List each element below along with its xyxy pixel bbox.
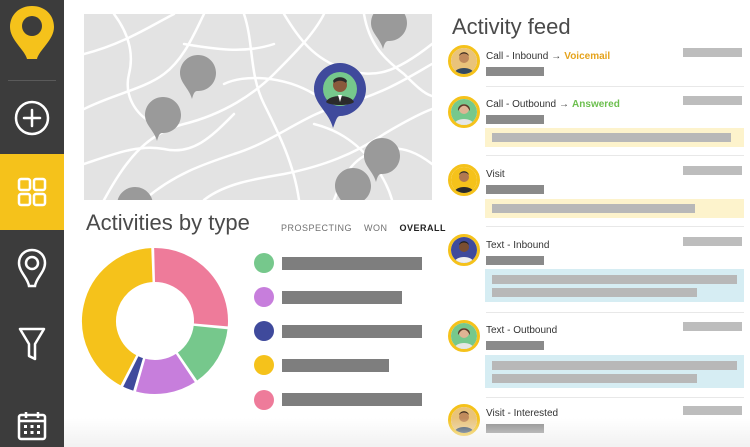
legend-label bbox=[282, 257, 422, 270]
sidebar-item-calendar[interactable] bbox=[0, 388, 64, 447]
sidebar bbox=[0, 0, 64, 447]
map-pin-icon[interactable] bbox=[363, 137, 401, 183]
sidebar-item-dashboard[interactable] bbox=[0, 154, 64, 230]
donut-slice bbox=[120, 353, 146, 394]
grid-icon bbox=[17, 177, 47, 207]
feed-item-subtitle bbox=[486, 424, 544, 433]
feed-item-subtitle bbox=[486, 256, 544, 265]
note-text bbox=[492, 288, 697, 297]
feed-divider bbox=[486, 226, 744, 227]
legend-dot bbox=[254, 321, 274, 341]
feed-item-type: Text - Inbound bbox=[486, 240, 550, 251]
note-text bbox=[492, 361, 737, 370]
avatar bbox=[448, 164, 480, 196]
feed-item-label: Text - Inbound bbox=[486, 240, 549, 251]
sidebar-divider bbox=[8, 80, 56, 81]
feed-item-note bbox=[485, 128, 744, 147]
feed-item-type: Text - Outbound bbox=[486, 325, 558, 336]
feed-item-subtitle bbox=[486, 341, 544, 350]
avatar bbox=[448, 45, 480, 77]
feed-item-type: Call - Outbound bbox=[486, 99, 557, 110]
feed-item-subtitle bbox=[486, 185, 544, 194]
feed-item-label: Text - Outbound bbox=[486, 325, 557, 336]
sidebar-item-map[interactable] bbox=[0, 230, 64, 306]
location-pin-icon bbox=[17, 248, 47, 288]
legend-dot bbox=[254, 253, 274, 273]
map-pin-icon[interactable] bbox=[334, 167, 372, 200]
feed-item-note bbox=[485, 269, 744, 302]
feed-item-type: Call - Inbound bbox=[486, 51, 549, 62]
tab-prospecting[interactable]: PROSPECTING bbox=[281, 223, 353, 233]
feed-item-note bbox=[485, 199, 744, 218]
avatar bbox=[448, 404, 480, 436]
activities-title: Activities by type bbox=[86, 210, 250, 235]
legend-label bbox=[282, 359, 389, 372]
legend-dot bbox=[254, 390, 274, 410]
feed-divider bbox=[486, 86, 744, 87]
note-text bbox=[492, 275, 737, 284]
note-text bbox=[492, 204, 695, 213]
plus-circle-icon bbox=[14, 100, 50, 136]
note-text bbox=[492, 374, 697, 383]
feed-item-label: Visit - Interested bbox=[486, 408, 558, 419]
feed-divider bbox=[486, 155, 744, 156]
funnel-icon bbox=[18, 327, 46, 361]
avatar bbox=[448, 234, 480, 266]
sidebar-item-add[interactable] bbox=[0, 80, 64, 156]
feed-item-time bbox=[683, 48, 742, 57]
legend-label bbox=[282, 393, 422, 406]
feed-item-note bbox=[485, 355, 744, 388]
feed-item-label: Call - Inbound → Voicemail bbox=[486, 51, 610, 62]
avatar bbox=[448, 320, 480, 352]
feed-item-label: Call - Outbound → Answered bbox=[486, 99, 620, 110]
sidebar-item-pipeline[interactable] bbox=[0, 306, 64, 382]
feed-item-time bbox=[683, 96, 742, 105]
feed-item-time bbox=[683, 322, 742, 331]
feed-item-time bbox=[683, 166, 742, 175]
map-pin-active-icon[interactable] bbox=[313, 62, 367, 130]
feed-divider bbox=[486, 312, 744, 313]
map-pin-icon[interactable] bbox=[116, 186, 154, 200]
feed-item-subtitle bbox=[486, 67, 544, 76]
feed-divider bbox=[486, 397, 744, 398]
tab-won[interactable]: WON bbox=[364, 223, 388, 233]
note-text bbox=[492, 133, 731, 142]
feed-item-time bbox=[683, 406, 742, 415]
feed-item-type: Visit - Interested bbox=[486, 408, 559, 419]
feed-item-status: Answered bbox=[572, 99, 620, 110]
avatar bbox=[448, 96, 480, 128]
activity-type-tabs: PROSPECTING WON OVERALL bbox=[281, 223, 446, 233]
activities-donut-chart bbox=[80, 246, 230, 396]
feed-item-label: Visit bbox=[486, 169, 505, 180]
arrow-icon: → bbox=[551, 51, 562, 62]
donut-slice bbox=[80, 246, 155, 389]
legend-label bbox=[282, 325, 422, 338]
map-view[interactable] bbox=[84, 14, 432, 200]
feed-item-status: Voicemail bbox=[564, 51, 611, 62]
activity-feed-title: Activity feed bbox=[452, 14, 571, 39]
legend-dot bbox=[254, 287, 274, 307]
donut-slice bbox=[152, 246, 230, 329]
feed-item-time bbox=[683, 237, 742, 246]
legend-dot bbox=[254, 355, 274, 375]
map-pin-logo[interactable] bbox=[7, 4, 57, 60]
map-pin-icon[interactable] bbox=[179, 54, 217, 100]
map-pin-icon[interactable] bbox=[144, 96, 182, 142]
feed-item-type: Visit bbox=[486, 169, 505, 180]
arrow-icon: → bbox=[559, 99, 570, 110]
calendar-icon bbox=[17, 412, 47, 441]
legend-label bbox=[282, 291, 402, 304]
bottom-fade bbox=[64, 418, 750, 447]
feed-item-subtitle bbox=[486, 115, 544, 124]
map-pin-icon[interactable] bbox=[370, 14, 408, 50]
tab-overall[interactable]: OVERALL bbox=[399, 223, 447, 233]
